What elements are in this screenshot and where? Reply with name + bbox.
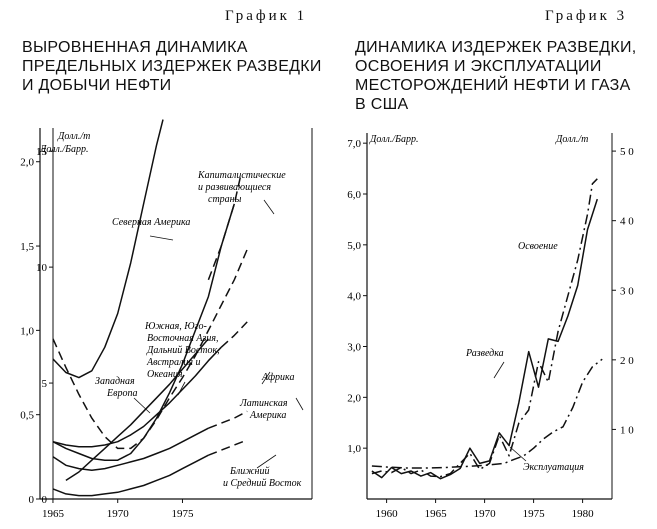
annotation-leader-line (149, 235, 174, 241)
x-tick-label: 1980 (572, 508, 595, 520)
x-tick-label: 1970 (107, 508, 130, 520)
y-tick-label: 0,5 (20, 410, 34, 422)
annotation-label: Западная (95, 376, 135, 387)
annotation-label: Северная Америка (112, 217, 190, 228)
x-tick-label: 1975 (171, 508, 194, 520)
series-line-южная-юго-восточная-азия-дальний-восток-австралия-и-океания (65, 338, 209, 482)
annotation-label: Америка (249, 410, 286, 421)
annotation-label: Европа (106, 388, 137, 399)
y-tick-label: 1,0 (347, 443, 361, 455)
annotation-leader-line (509, 446, 527, 462)
inner-tick-label: 15 (36, 146, 48, 158)
right-axis-unit-label: Долл./т (555, 134, 588, 145)
series-line-разведка (371, 198, 599, 480)
series-line-африка-прогноз (220, 321, 248, 348)
right-tick-label: 4 0 (620, 216, 634, 228)
inner-axis-unit-label: Долл./т (57, 131, 90, 142)
annotation-label: Разведка (465, 348, 504, 359)
annotation-label: Дальний Восток, (146, 345, 220, 356)
annotation-leader-line (261, 371, 271, 385)
title-line: ОСВОЕНИЯ И ЭКСПЛУАТАЦИИ (355, 58, 602, 75)
title-line: ДИНАМИКА ИЗДЕРЖЕК РАЗВЕДКИ, (355, 39, 637, 56)
series-line-северная-америка (52, 119, 164, 379)
annotation-label: Африка (261, 372, 295, 383)
annotation-leader-line (295, 397, 304, 411)
x-tick-label: 1965 (425, 508, 448, 520)
right-tick-label: 5 0 (620, 146, 634, 158)
annotation-label: Восточная Азия, (147, 333, 219, 344)
chart-title-right: ДИНАМИКА ИЗДЕРЖЕК РАЗВЕДКИ, ОСВОЕНИЯ И Э… (355, 38, 637, 114)
annotation-label: и развивающиеся (198, 182, 271, 193)
annotation-leader-line (133, 397, 151, 414)
y-tick-label: 6,0 (347, 189, 361, 201)
inner-tick-label: 10 (36, 262, 48, 274)
inner-tick-label: 5 (42, 378, 48, 390)
title-line: В США (355, 96, 409, 113)
inner-tick-label: 0 (42, 494, 48, 506)
annotation-label: Латинская (239, 398, 288, 409)
series-line-ближний-и-средний-восток (52, 454, 209, 497)
y-tick-label: 2,0 (20, 157, 34, 169)
annotation-leader-line (177, 381, 186, 396)
y-tick-label: 7,0 (347, 138, 361, 150)
series-line-латинская-америка (52, 427, 209, 472)
title-line: ПРЕДЕЛЬНЫХ ИЗДЕРЖЕК РАЗВЕДКИ (22, 58, 322, 75)
y-tick-label: 2,0 (347, 392, 361, 404)
left-axis-unit-label: Долл./Барр. (39, 144, 89, 155)
series-line-латинская-америка-прогноз (208, 410, 248, 429)
right-tick-label: 1 0 (620, 424, 634, 436)
annotation-label: и Средний Восток (223, 478, 302, 489)
graph-label-right: График 3 (545, 8, 628, 24)
series-line-освоение (371, 178, 598, 478)
annotation-label: Освоение (518, 241, 558, 252)
y-tick-label: 5,0 (347, 240, 361, 252)
x-tick-label: 1970 (474, 508, 497, 520)
annotation-label: Ближний (229, 466, 270, 477)
series-line-эксплуатация (371, 358, 603, 469)
title-line: МЕСТОРОЖДЕНИЙ НЕФТИ И ГАЗА (355, 77, 631, 94)
annotation-leader-line (256, 454, 277, 469)
annotation-label: страны (208, 194, 242, 205)
y-tick-label: 0 (29, 494, 35, 506)
x-tick-label: 1960 (376, 508, 399, 520)
y-tick-label: 3,0 (347, 342, 361, 354)
annotation-label: Южная, Юго- (144, 321, 207, 332)
title-line: И ДОБЫЧИ НЕФТИ (22, 77, 172, 94)
series-line-капиталистические-и-развивающиеся-страны-прогноз (207, 175, 242, 281)
y-tick-label: 1,0 (20, 325, 34, 337)
annotation-label: Океания (147, 369, 183, 380)
series-line-ближний-и-средний-восток-прогноз (208, 439, 248, 456)
left-axis-unit-label: Долл./Барр. (369, 134, 419, 145)
right-tick-label: 2 0 (620, 355, 634, 367)
annotation-label: Эксплуатация (523, 462, 584, 473)
series-line-западная-европа (52, 249, 248, 450)
chart-title-left: ВЫРОВНЕННАЯ ДИНАМИКА ПРЕДЕЛЬНЫХ ИЗДЕРЖЕК… (22, 38, 322, 95)
annotation-leader-line (263, 199, 275, 215)
x-tick-label: 1965 (42, 508, 65, 520)
annotation-leader-line (493, 361, 505, 379)
annotation-label: Капиталистические (197, 170, 286, 181)
right-tick-label: 3 0 (620, 285, 634, 297)
y-tick-label: 4,0 (347, 291, 361, 303)
y-tick-label: 1,5 (20, 241, 34, 253)
title-line: ВЫРОВНЕННАЯ ДИНАМИКА (22, 39, 248, 56)
series-line-африка (52, 346, 222, 448)
annotation-label: Австралия и (146, 357, 201, 368)
graph-label-left: График 1 (225, 8, 308, 24)
x-tick-label: 1975 (523, 508, 546, 520)
